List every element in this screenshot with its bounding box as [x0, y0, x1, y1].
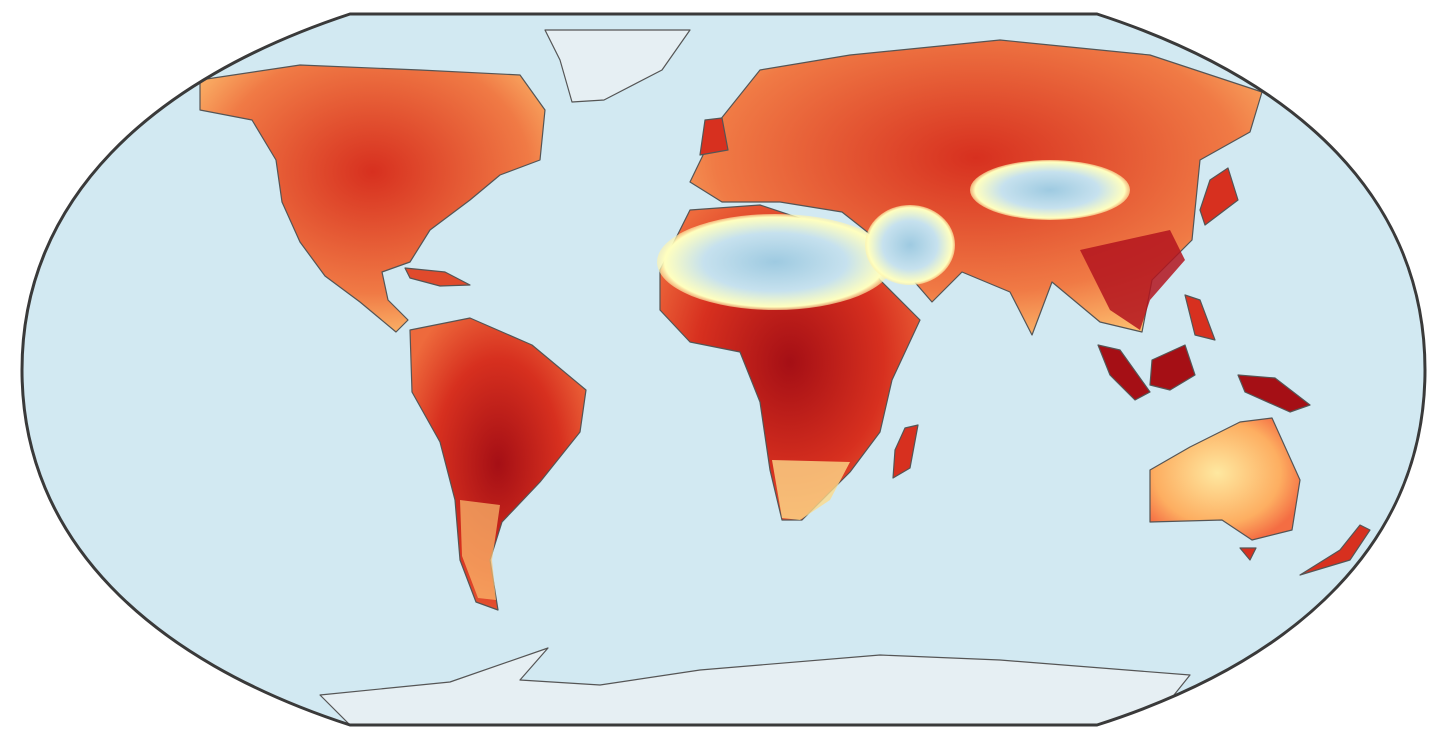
philippines: [1184, 294, 1216, 341]
arabia: [865, 205, 955, 285]
southern-africa: [772, 460, 850, 520]
sahara: [657, 214, 893, 310]
patagonia: [460, 500, 500, 600]
antarctica: [319, 647, 1191, 725]
borneo: [1149, 344, 1196, 391]
sumatra: [1097, 344, 1151, 401]
north-america: [199, 64, 546, 333]
caribbean: [404, 267, 471, 287]
new-zealand: [1299, 524, 1371, 576]
tasmania: [1239, 547, 1257, 561]
map-frame: [20, 12, 1427, 727]
japan: [1199, 167, 1239, 226]
greenland: [544, 29, 691, 103]
southeast-asia: [1080, 230, 1185, 330]
central-asia: [970, 160, 1130, 220]
australia: [1149, 417, 1301, 541]
new-guinea: [1237, 374, 1311, 413]
britain: [699, 117, 729, 156]
madagascar: [892, 424, 919, 479]
